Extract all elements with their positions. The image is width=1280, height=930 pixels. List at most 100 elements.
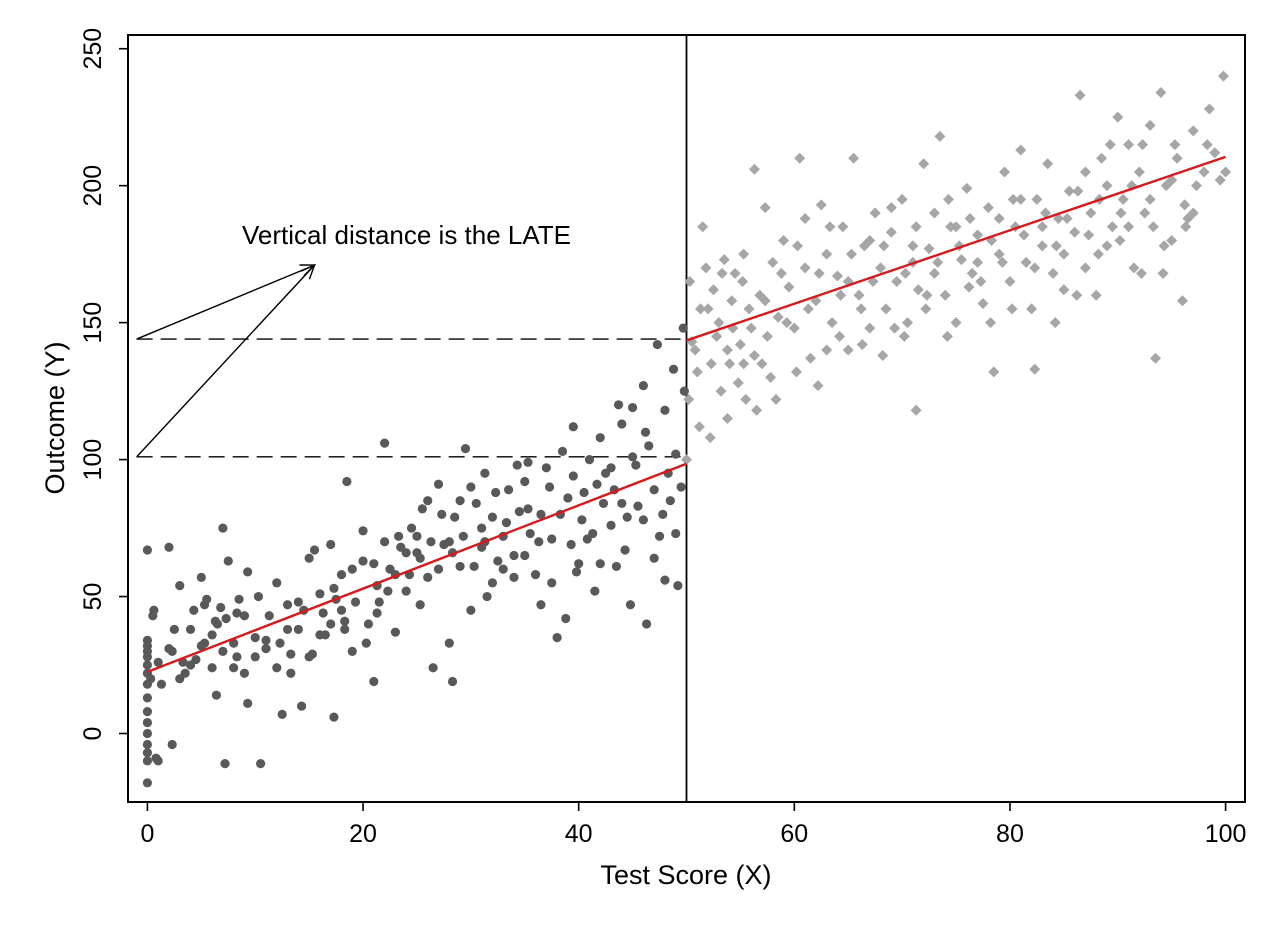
data-point (286, 668, 296, 678)
data-point (142, 756, 153, 766)
data-point (1006, 303, 1018, 315)
data-point (627, 452, 638, 462)
data-point (207, 663, 217, 673)
data-point (910, 221, 922, 233)
data-point (654, 531, 665, 541)
data-point (1115, 207, 1127, 219)
data-point (1203, 103, 1215, 115)
data-point (1114, 234, 1126, 246)
x-tick-label: 0 (140, 820, 154, 848)
data-point (423, 496, 433, 506)
data-point (482, 591, 492, 602)
data-point (853, 289, 865, 301)
data-point (329, 712, 339, 722)
data-point (842, 344, 854, 356)
data-point (1004, 276, 1016, 288)
data-point (566, 539, 576, 550)
data-point (363, 619, 374, 629)
data-point (455, 496, 465, 506)
data-point (552, 633, 562, 643)
data-point (1071, 289, 1083, 301)
data-point (142, 545, 153, 555)
data-point (229, 638, 239, 648)
data-point (185, 624, 196, 635)
data-point (697, 221, 709, 233)
data-point (1112, 111, 1124, 123)
data-point (261, 644, 271, 654)
data-point (477, 523, 487, 533)
data-point (737, 276, 749, 288)
data-point (372, 608, 382, 618)
x-tick-label: 100 (1205, 820, 1247, 848)
data-point (574, 559, 584, 569)
data-point (153, 657, 163, 667)
data-point (509, 550, 519, 561)
data-point (678, 323, 688, 333)
y-tick-label: 100 (79, 439, 107, 481)
data-point (683, 393, 695, 405)
data-point (169, 624, 179, 635)
data-point (394, 531, 404, 541)
data-point (950, 221, 962, 233)
data-point (617, 498, 627, 509)
data-point (218, 646, 228, 656)
data-point (557, 446, 568, 456)
data-point (745, 322, 757, 334)
data-point (660, 405, 670, 415)
data-point (848, 152, 860, 164)
data-point (218, 523, 228, 533)
data-point (243, 698, 253, 708)
data-point (415, 600, 425, 610)
data-point (885, 226, 897, 238)
annotation-text: Vertical distance is the LATE (242, 220, 571, 250)
data-point (568, 471, 578, 481)
data-point (401, 586, 411, 596)
data-point (939, 289, 951, 301)
data-point (450, 512, 460, 522)
data-point (617, 419, 627, 429)
data-point (358, 556, 368, 566)
y-axis-title: Outcome (Y) (40, 341, 70, 494)
data-point (1029, 262, 1041, 274)
data-point (369, 559, 379, 569)
data-point (293, 624, 303, 635)
data-point (671, 449, 681, 459)
data-point (790, 366, 802, 378)
data-point (512, 460, 522, 470)
fit-line-1 (686, 155, 1226, 342)
x-axis-title: Test Score (X) (600, 860, 771, 890)
data-point (487, 578, 498, 588)
data-point (350, 597, 361, 607)
data-point (824, 221, 836, 233)
y-tick-label: 50 (79, 583, 107, 611)
data-point (380, 537, 390, 547)
data-point (282, 624, 293, 635)
data-point (369, 676, 379, 687)
data-point (985, 317, 997, 329)
data-point (1171, 152, 1183, 164)
data-point (167, 646, 177, 656)
data-point (679, 386, 689, 396)
data-point (638, 381, 648, 391)
data-point (1085, 207, 1097, 219)
data-point (941, 330, 953, 342)
data-point (950, 317, 962, 329)
data-point (541, 463, 551, 473)
data-point (1074, 89, 1086, 101)
data-point (234, 594, 244, 604)
data-point (1049, 317, 1061, 329)
data-point (837, 221, 849, 233)
data-point (232, 652, 242, 662)
data-point (501, 517, 512, 528)
x-tick-label: 20 (349, 820, 377, 848)
data-point (309, 545, 320, 555)
fit-line-0 (146, 462, 687, 674)
data-point (592, 479, 602, 489)
data-point (869, 207, 881, 219)
data-point (988, 366, 1000, 378)
data-point (751, 404, 763, 416)
data-point (756, 358, 768, 370)
data-point (514, 507, 524, 517)
data-point (1072, 185, 1084, 197)
data-point (595, 559, 605, 569)
